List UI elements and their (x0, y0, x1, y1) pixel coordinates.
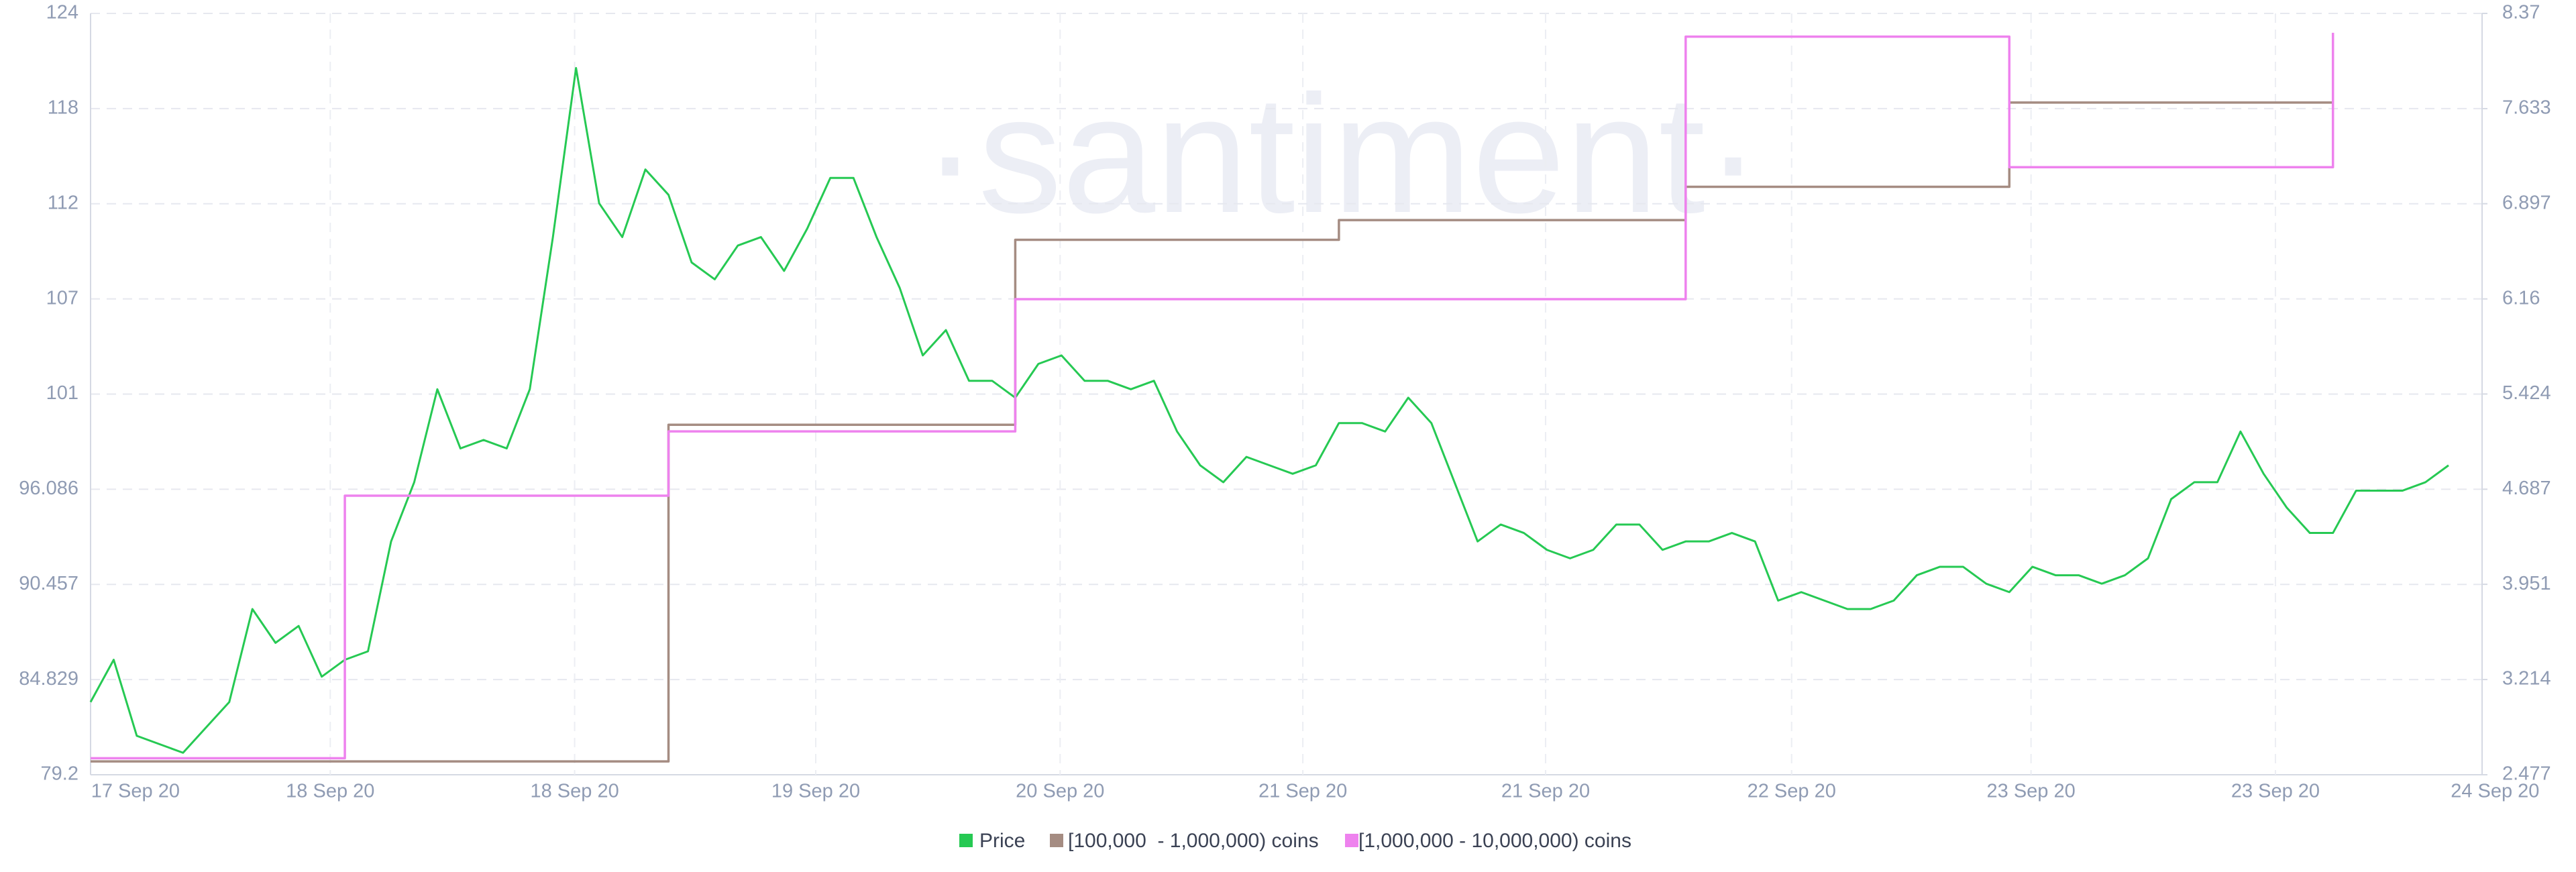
y-tick-label: 118 (48, 97, 78, 119)
x-tick-label: 18 Sep 20 (530, 781, 619, 802)
legend-swatch (1050, 834, 1063, 847)
y-tick-label: 84.829 (19, 668, 78, 690)
y2-tick-label: 7.633 (2502, 97, 2551, 119)
y-tick-label: 101 (46, 382, 78, 404)
legend-label: [1,000,000 - 10,000,000) coins (1358, 830, 1631, 852)
y-tick-label: 107 (46, 287, 78, 309)
y2-tick-label: 8.37 (2502, 2, 2540, 23)
x-tick-label: 19 Sep 20 (771, 781, 860, 802)
series-line (91, 101, 2333, 763)
y-tick-label: 124 (46, 2, 78, 23)
y2-tick-label: 6.897 (2502, 192, 2551, 213)
watermark: ·santiment· (922, 60, 1761, 248)
series-line (91, 32, 2334, 760)
x-tick-label: 23 Sep 20 (2231, 781, 2320, 802)
y2-tick-label: 5.424 (2502, 382, 2551, 404)
x-tick-label: 20 Sep 20 (1016, 781, 1104, 802)
x-tick-label: 18 Sep 20 (286, 781, 374, 802)
y2-tick-label: 3.214 (2502, 668, 2551, 690)
legend-swatch (1345, 834, 1358, 847)
y-tick-label: 96.086 (19, 478, 78, 499)
series-line (89, 66, 2449, 754)
y2-tick-label: 4.687 (2502, 478, 2551, 499)
y2-tick-label: 6.16 (2502, 287, 2540, 309)
y2-tick-label: 2.477 (2502, 763, 2551, 785)
y-tick-label: 79.2 (41, 763, 78, 785)
x-tick-label: 17 Sep 20 (91, 781, 180, 802)
legend-swatch (959, 834, 973, 847)
legend-label: Price (979, 830, 1025, 852)
x-tick-label: 23 Sep 20 (1987, 781, 2076, 802)
x-tick-label: 21 Sep 20 (1258, 781, 1347, 802)
y-tick-label: 112 (48, 192, 78, 213)
y-tick-label: 90.457 (19, 573, 78, 594)
legend-label: [100,000 - 1,000,000) coins (1068, 830, 1319, 852)
x-tick-label: 21 Sep 20 (1501, 781, 1590, 802)
x-tick-label: 22 Sep 20 (1748, 781, 1836, 802)
x-tick-label: 24 Sep 20 (2451, 781, 2539, 802)
y2-tick-label: 3.951 (2502, 573, 2551, 594)
